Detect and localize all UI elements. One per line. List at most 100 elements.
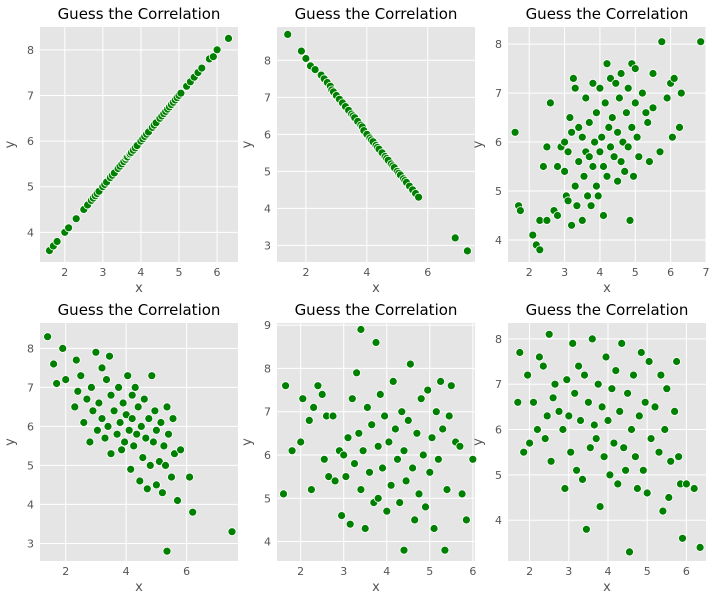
data-point bbox=[597, 402, 607, 412]
data-point bbox=[109, 406, 119, 416]
data-point bbox=[455, 441, 465, 451]
data-point bbox=[70, 402, 80, 412]
data-point bbox=[310, 65, 320, 74]
data-point bbox=[141, 433, 151, 443]
data-point bbox=[105, 351, 114, 361]
data-point bbox=[546, 98, 555, 108]
y-tick-label: 7 bbox=[495, 378, 502, 391]
data-point bbox=[360, 524, 370, 533]
data-point bbox=[142, 484, 152, 494]
data-point bbox=[135, 476, 145, 486]
data-point bbox=[523, 370, 532, 380]
data-point bbox=[560, 166, 569, 176]
data-point bbox=[648, 103, 658, 113]
data-point bbox=[689, 484, 699, 493]
data-point bbox=[79, 418, 89, 427]
data-point bbox=[138, 453, 148, 463]
y-tick-label: 4 bbox=[27, 226, 34, 239]
data-point bbox=[544, 329, 554, 339]
data-point bbox=[645, 157, 654, 167]
y-tick-label: 6 bbox=[27, 135, 34, 148]
x-axis-label: x bbox=[603, 281, 611, 296]
data-point bbox=[115, 418, 125, 427]
data-point bbox=[347, 394, 357, 404]
data-point bbox=[595, 147, 605, 157]
data-point bbox=[570, 83, 580, 93]
data-point bbox=[574, 157, 584, 167]
data-point bbox=[283, 30, 293, 39]
data-point bbox=[457, 489, 467, 499]
data-point bbox=[569, 74, 578, 83]
data-point bbox=[436, 376, 446, 386]
data-point bbox=[94, 398, 104, 408]
chart-title: Guess the Correlation bbox=[526, 301, 689, 319]
y-tick-label: 6 bbox=[264, 128, 271, 141]
data-point bbox=[399, 545, 409, 555]
data-point bbox=[378, 463, 387, 473]
data-point bbox=[542, 411, 552, 421]
data-point bbox=[412, 428, 422, 438]
data-point bbox=[352, 368, 362, 378]
data-point bbox=[124, 425, 134, 435]
data-point bbox=[563, 196, 573, 206]
data-point bbox=[356, 325, 366, 334]
data-point bbox=[629, 171, 638, 181]
data-point bbox=[373, 493, 383, 503]
data-point bbox=[533, 425, 542, 434]
data-point bbox=[106, 390, 116, 400]
y-tick-label: 5 bbox=[264, 492, 271, 505]
y-axis-label: y bbox=[3, 438, 18, 446]
data-point bbox=[162, 546, 172, 556]
x-tick-label: 6 bbox=[183, 565, 190, 578]
data-point bbox=[91, 347, 101, 357]
data-point bbox=[640, 397, 650, 407]
data-point bbox=[147, 371, 157, 381]
data-point bbox=[176, 88, 186, 98]
data-point bbox=[570, 181, 580, 191]
x-tick-label: 2 bbox=[302, 266, 309, 279]
data-point bbox=[367, 420, 377, 430]
data-point bbox=[382, 506, 392, 516]
data-point bbox=[566, 447, 576, 457]
data-point bbox=[572, 201, 582, 211]
data-point bbox=[343, 433, 353, 443]
data-point bbox=[416, 394, 426, 404]
data-point bbox=[133, 402, 143, 412]
y-axis-label: y bbox=[471, 140, 486, 148]
data-point bbox=[535, 245, 545, 255]
data-point bbox=[613, 479, 623, 489]
data-point bbox=[595, 83, 605, 93]
data-point bbox=[431, 407, 441, 417]
data-point bbox=[371, 338, 381, 347]
data-point bbox=[597, 132, 607, 142]
data-point bbox=[421, 502, 430, 512]
x-axis-label: x bbox=[372, 281, 380, 296]
data-point bbox=[548, 393, 558, 403]
data-point bbox=[633, 484, 642, 493]
data-point bbox=[587, 334, 597, 344]
data-point bbox=[616, 69, 626, 78]
data-point bbox=[130, 382, 140, 392]
data-point bbox=[595, 502, 605, 512]
data-point bbox=[638, 88, 647, 98]
data-point bbox=[613, 127, 622, 137]
data-point bbox=[579, 171, 589, 181]
data-point bbox=[405, 359, 415, 369]
data-point bbox=[627, 123, 637, 132]
data-point bbox=[676, 88, 686, 98]
y-tick-label: 8 bbox=[495, 333, 502, 346]
y-tick-label: 7 bbox=[27, 89, 34, 102]
data-point bbox=[585, 443, 595, 453]
data-point bbox=[662, 93, 672, 103]
data-point bbox=[613, 176, 622, 186]
data-point bbox=[674, 452, 683, 462]
data-point bbox=[446, 381, 456, 391]
data-point bbox=[695, 543, 705, 552]
data-point bbox=[71, 214, 81, 224]
data-point bbox=[605, 470, 615, 480]
data-point bbox=[567, 220, 576, 230]
y-tick-label: 6 bbox=[264, 449, 271, 462]
data-point bbox=[306, 485, 316, 495]
data-point bbox=[582, 524, 591, 534]
